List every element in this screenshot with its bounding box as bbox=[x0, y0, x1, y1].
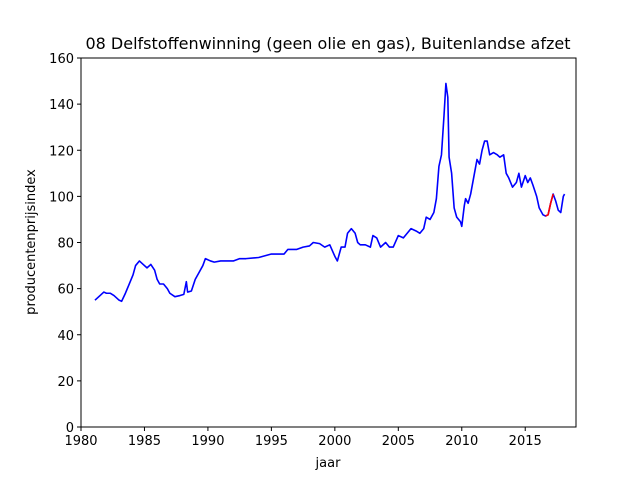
x-tick-label: 1995 bbox=[255, 434, 288, 449]
y-tick-label: 100 bbox=[49, 190, 74, 205]
y-tick-label: 0 bbox=[66, 421, 74, 436]
y-tick-label: 160 bbox=[49, 52, 74, 67]
axes-frame bbox=[80, 57, 577, 428]
y-tick-label: 80 bbox=[57, 237, 74, 252]
x-tick-label: 2015 bbox=[509, 434, 542, 449]
y-tick-label: 20 bbox=[57, 375, 74, 390]
x-tick-label: 1980 bbox=[64, 434, 97, 449]
x-tick-label: 1985 bbox=[128, 434, 161, 449]
series-line bbox=[94, 82, 566, 303]
y-axis-label: producentenprijsindex bbox=[24, 169, 39, 315]
x-tick-label: 1990 bbox=[191, 434, 224, 449]
y-tick-label: 140 bbox=[49, 98, 74, 113]
x-tick-label: 2000 bbox=[318, 434, 351, 449]
series-line bbox=[545, 193, 554, 217]
y-tick-label: 60 bbox=[57, 283, 74, 298]
x-tick-label: 2010 bbox=[445, 434, 478, 449]
x-axis-label: jaar bbox=[315, 456, 342, 471]
chart-title: 08 Delfstoffenwinning (geen olie en gas)… bbox=[85, 34, 570, 53]
y-tick-label: 40 bbox=[57, 329, 74, 344]
x-tick-label: 2005 bbox=[382, 434, 415, 449]
y-tick-label: 120 bbox=[49, 144, 74, 159]
